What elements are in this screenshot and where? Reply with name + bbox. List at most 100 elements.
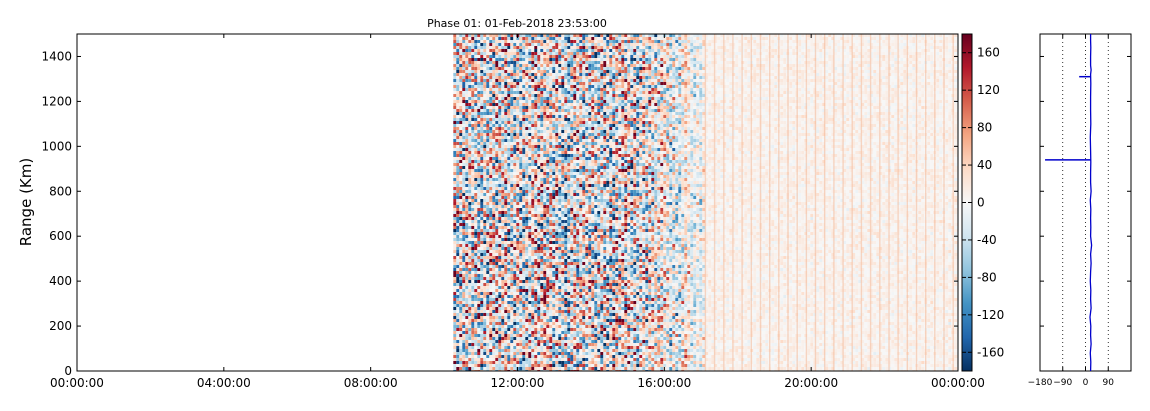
heatmap-cell bbox=[462, 133, 466, 136]
heatmap-cell bbox=[456, 151, 460, 154]
heatmap-cell bbox=[555, 214, 559, 217]
heatmap-cell bbox=[480, 166, 484, 169]
heatmap-cell bbox=[477, 118, 481, 121]
heatmap-cell bbox=[474, 211, 478, 214]
heatmap-cell bbox=[498, 295, 502, 298]
heatmap-cell bbox=[546, 271, 550, 274]
heatmap-cell bbox=[525, 220, 529, 223]
heatmap-cell bbox=[573, 55, 577, 58]
heatmap-cell bbox=[459, 121, 463, 124]
heatmap-cell bbox=[561, 55, 565, 58]
heatmap-cell bbox=[534, 109, 538, 112]
heatmap-cell bbox=[534, 52, 538, 55]
heatmap-cell bbox=[516, 334, 520, 337]
heatmap-cell bbox=[558, 205, 562, 208]
heatmap-cell bbox=[576, 331, 580, 334]
heatmap-cell bbox=[498, 274, 502, 277]
heatmap-cell bbox=[531, 172, 535, 175]
heatmap-cell bbox=[543, 256, 547, 259]
heatmap-cell bbox=[573, 178, 577, 181]
heatmap-cell bbox=[456, 313, 460, 316]
heatmap-cell bbox=[522, 181, 526, 184]
heatmap-cell bbox=[504, 148, 508, 151]
heatmap-cell bbox=[483, 325, 487, 328]
heatmap-cell bbox=[546, 346, 550, 349]
heatmap-cell bbox=[516, 271, 520, 274]
heatmap-cell bbox=[474, 151, 478, 154]
heatmap-cell bbox=[480, 85, 484, 88]
heatmap-cell bbox=[558, 310, 562, 313]
heatmap-cell bbox=[459, 346, 463, 349]
heatmap-cell bbox=[564, 250, 568, 253]
heatmap-cell bbox=[534, 34, 538, 37]
heatmap-cell bbox=[576, 127, 580, 130]
heatmap-cell bbox=[504, 262, 508, 265]
heatmap-cell bbox=[570, 148, 574, 151]
heatmap-cell bbox=[486, 283, 490, 286]
heatmap-cell bbox=[456, 334, 460, 337]
heatmap-cell bbox=[537, 46, 541, 49]
heatmap-cell bbox=[516, 322, 520, 325]
heatmap-cell bbox=[507, 184, 511, 187]
heatmap-cell bbox=[537, 304, 541, 307]
heatmap-cell bbox=[546, 100, 550, 103]
heatmap-cell bbox=[519, 268, 523, 271]
heatmap-cell bbox=[525, 34, 529, 37]
heatmap-cell bbox=[504, 64, 508, 67]
heatmap-cell bbox=[507, 214, 511, 217]
heatmap-cell bbox=[567, 238, 571, 241]
heatmap-cell bbox=[531, 151, 535, 154]
heatmap-cell bbox=[498, 184, 502, 187]
heatmap-cell bbox=[498, 181, 502, 184]
heatmap-cell bbox=[480, 298, 484, 301]
heatmap-cell bbox=[516, 205, 520, 208]
heatmap-cell bbox=[525, 46, 529, 49]
heatmap-cell bbox=[531, 169, 535, 172]
heatmap-cell bbox=[492, 97, 496, 100]
heatmap-cell bbox=[567, 202, 571, 205]
heatmap-cell bbox=[501, 238, 505, 241]
heatmap-cell bbox=[573, 196, 577, 199]
heatmap-cell bbox=[531, 277, 535, 280]
heatmap-cell bbox=[573, 70, 577, 73]
heatmap-cell bbox=[501, 160, 505, 163]
heatmap-cell bbox=[573, 295, 577, 298]
heatmap-cell bbox=[531, 67, 535, 70]
heatmap-cell bbox=[540, 277, 544, 280]
heatmap-cell bbox=[579, 109, 583, 112]
heatmap-cell bbox=[531, 163, 535, 166]
heatmap-cell bbox=[507, 163, 511, 166]
heatmap-cell bbox=[555, 97, 559, 100]
heatmap-cell bbox=[531, 166, 535, 169]
heatmap-cell bbox=[537, 256, 541, 259]
heatmap-cell bbox=[552, 292, 556, 295]
heatmap-cell bbox=[471, 265, 475, 268]
heatmap-cell bbox=[495, 133, 499, 136]
heatmap-cell bbox=[537, 148, 541, 151]
heatmap-cell bbox=[549, 256, 553, 259]
heatmap-cell bbox=[510, 289, 514, 292]
heatmap-cell bbox=[549, 85, 553, 88]
heatmap-cell bbox=[468, 319, 472, 322]
heatmap-cell bbox=[549, 223, 553, 226]
heatmap-cell bbox=[537, 169, 541, 172]
heatmap-cell bbox=[564, 208, 568, 211]
heatmap-cell bbox=[549, 283, 553, 286]
heatmap-cell bbox=[492, 37, 496, 40]
heatmap-cell bbox=[546, 250, 550, 253]
heatmap-cell bbox=[549, 334, 553, 337]
heatmap-cell bbox=[531, 247, 535, 250]
heatmap-cell bbox=[549, 319, 553, 322]
heatmap-cell bbox=[459, 337, 463, 340]
heatmap-cell bbox=[480, 109, 484, 112]
heatmap-cell bbox=[573, 43, 577, 46]
heatmap-cell bbox=[498, 127, 502, 130]
heatmap-cell bbox=[546, 163, 550, 166]
heatmap-cell bbox=[534, 202, 538, 205]
heatmap-cell bbox=[579, 328, 583, 331]
heatmap-cell bbox=[513, 172, 517, 175]
heatmap-cell bbox=[504, 214, 508, 217]
heatmap-cell bbox=[510, 97, 514, 100]
heatmap-cell bbox=[510, 349, 514, 352]
heatmap-cell bbox=[513, 304, 517, 307]
